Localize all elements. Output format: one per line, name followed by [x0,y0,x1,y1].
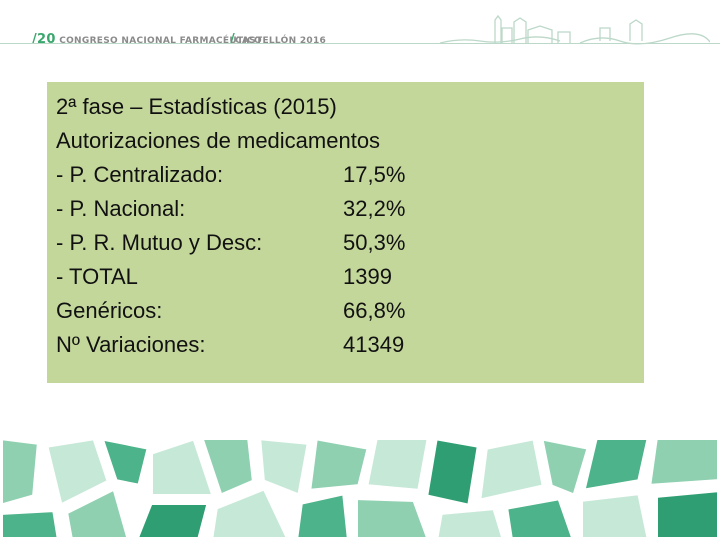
statistics-box: 2ª fase – Estadísticas (2015) Autorizaci… [47,82,644,383]
stat-label: Genéricos: [56,298,163,323]
stat-value: 50,3% [343,230,406,255]
congress-number: /20 [32,32,56,47]
stat-value: 41349 [343,332,405,357]
stat-value: 1399 [343,264,392,289]
mosaic-footer-pattern [0,437,720,540]
city-label: CASTELLÓN 2016 [235,36,327,46]
header-divider [0,43,720,44]
stat-value: 17,5% [343,162,406,187]
congress-title: /20 CONGRESO NACIONAL FARMACÉUTICO [32,32,262,47]
stat-label: Nº Variaciones: [56,332,206,357]
stat-value: 66,8% [343,298,406,323]
city-slash: / [230,32,236,47]
stat-label: - P. R. Mutuo y Desc: [56,230,263,255]
slide-header: /20 CONGRESO NACIONAL FARMACÉUTICO /CAST… [0,0,720,58]
stat-label: - TOTAL [56,264,138,289]
congress-label: CONGRESO NACIONAL FARMACÉUTICO [59,36,262,46]
city-skyline-icon [440,14,710,45]
stat-label: - P. Centralizado: [56,162,224,187]
stat-label: - P. Nacional: [56,196,186,221]
subtitle-text: Autorizaciones de medicamentos [56,128,381,153]
title-text: 2ª fase – Estadísticas (2015) [56,94,337,119]
city-title: /CASTELLÓN 2016 [230,32,326,47]
stat-value: 32,2% [343,196,406,221]
